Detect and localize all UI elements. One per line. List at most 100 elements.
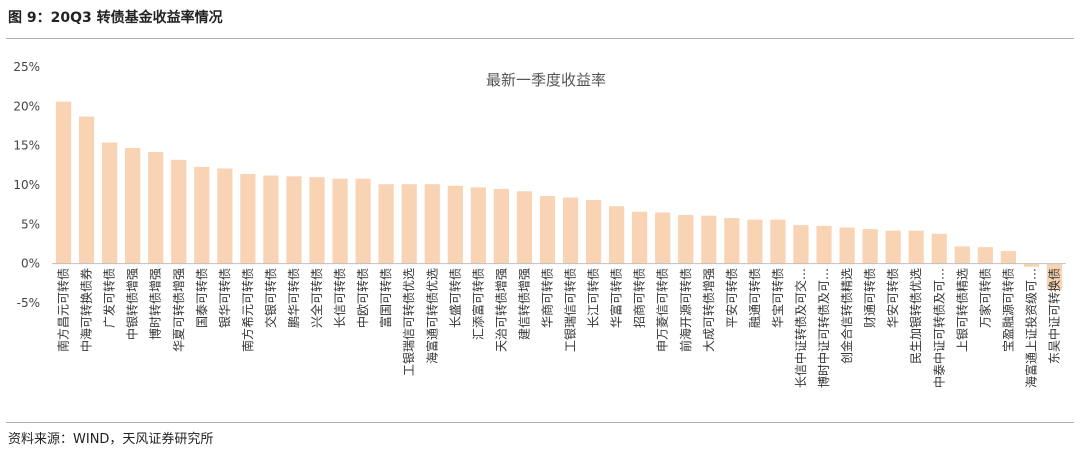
y-axis: 25% 20% 15% 10% 5% 0% -5% [13, 60, 40, 310]
bar [724, 218, 740, 264]
bar [355, 178, 371, 264]
y-tick-label: 25% [13, 60, 40, 74]
x-tick-label: 华安可转债 [885, 268, 900, 328]
bar [862, 229, 878, 264]
bar [424, 184, 440, 264]
bar [816, 225, 832, 264]
bar [977, 247, 993, 264]
bar [516, 191, 533, 264]
x-tick-label: 大成可转债增强 [701, 268, 716, 352]
x-tick-label: 财通可转债 [862, 268, 877, 328]
x-tick-label: 博时中证可转债及可… [816, 268, 831, 388]
x-tick-label: 前海开源可转债 [678, 268, 693, 352]
y-tick-label: 15% [13, 139, 40, 153]
bar [678, 214, 694, 264]
bar [78, 116, 95, 264]
x-tick-label: 广发可转债 [102, 268, 117, 328]
bar [447, 185, 463, 264]
bar [332, 178, 348, 264]
x-tick-label: 工银瑞信可转债优选 [401, 268, 416, 376]
bar [240, 173, 256, 264]
x-tick-label: 中泰中证可转债及可… [931, 268, 946, 388]
bar [1046, 263, 1063, 290]
bar [378, 184, 394, 264]
bar [263, 175, 279, 264]
x-tick-label: 长信中证转债及可交… [793, 268, 808, 388]
bar [401, 184, 417, 264]
x-tick-label: 天治可转债增强 [493, 268, 508, 352]
x-tick-label: 招商可转债 [632, 268, 647, 328]
x-tick-label: 银华可转债 [217, 268, 232, 328]
x-tick-label: 中海可转换债券 [79, 268, 94, 352]
x-tick-label: 申万菱信可转债 [655, 268, 670, 352]
x-tick-label: 博时转债增强 [148, 268, 163, 340]
bar [125, 148, 141, 264]
x-tick-label: 国泰可转债 [194, 268, 209, 328]
x-tick-label: 富国可转债 [378, 268, 393, 328]
bar [747, 219, 763, 264]
bar [954, 246, 970, 264]
y-tick-label: 5% [21, 217, 40, 231]
x-tick-label: 汇添富可转债 [470, 268, 485, 340]
x-tick-label: 平安可转债 [724, 268, 739, 328]
bar [1000, 251, 1016, 264]
x-tick-label: 华商可转债 [539, 268, 554, 328]
x-tick-label: 海富通可转债优选 [424, 268, 439, 364]
x-tick-label: 中银转债增强 [125, 268, 140, 340]
bar [931, 233, 947, 264]
bar [632, 211, 648, 264]
bar [102, 142, 118, 264]
bar [839, 227, 855, 264]
x-tick-label: 万家可转债 [977, 268, 992, 328]
bar [493, 188, 509, 264]
x-tick-label: 上银可转债精选 [954, 268, 969, 352]
x-tick-label: 鹏华可转债 [286, 268, 301, 328]
bar [148, 151, 164, 264]
bottom-divider [6, 422, 1074, 423]
bar [885, 230, 901, 264]
bar [217, 168, 233, 264]
x-tick-label: 民生加银转债优选 [908, 268, 923, 364]
bar-chart: 最新一季度收益率 25% 20% 15% 10% 5% 0% -5% 南方昌元可转债 中海可转… [13, 60, 1066, 388]
x-axis: 南方昌元可转债 中海可转换债券 广发可转债 中银转债增强 博时转债增强 华夏可转债增强 国泰… [56, 268, 1062, 388]
x-tick-label: 南方昌元可转债 [56, 268, 71, 352]
x-tick-label: 建信转债增强 [516, 268, 531, 340]
bar [562, 197, 579, 264]
x-tick-label: 长盛可转债 [447, 268, 462, 328]
x-tick-label: 华夏可转债增强 [171, 268, 186, 352]
bar [655, 212, 671, 264]
y-tick-label: 10% [13, 178, 40, 192]
y-tick-label: 0% [21, 257, 40, 271]
bar [609, 206, 625, 264]
x-tick-label: 交银可转债 [263, 268, 278, 328]
top-divider [6, 38, 1074, 39]
figure-title: 图 9：20Q3 转债基金收益率情况 [8, 10, 223, 26]
bar [286, 176, 302, 264]
bar [701, 215, 717, 264]
x-tick-label: 创金合信转债精选 [839, 268, 854, 364]
x-tick-label: 中欧可转债 [355, 268, 370, 328]
y-tick-label: 20% [13, 99, 40, 113]
bar [470, 187, 486, 264]
bar [539, 196, 556, 264]
x-tick-label: 东吴中证可转换债 [1046, 268, 1061, 364]
bars [55, 101, 1063, 290]
x-tick-label: 南方希元可转债 [240, 268, 255, 352]
x-tick-label: 长信可转债 [332, 268, 347, 328]
source-note: 资料来源：WIND，天风证券研究所 [8, 432, 214, 447]
bar [55, 101, 72, 264]
x-tick-label: 宝盈融源可转债 [1000, 268, 1015, 352]
bar [1023, 263, 1040, 267]
bar [770, 219, 786, 264]
bar [171, 159, 187, 264]
x-tick-label: 长江可转债 [586, 268, 601, 328]
chart-title: 最新一季度收益率 [486, 71, 606, 89]
bar [309, 177, 325, 264]
x-tick-label: 融通可转债 [747, 268, 762, 328]
x-tick-label: 海富通上证投资级可… [1023, 268, 1038, 388]
x-tick-label: 兴全可转债 [309, 268, 324, 328]
bar [194, 166, 210, 264]
bar [793, 225, 809, 264]
x-tick-label: 华宝可转债 [770, 268, 785, 328]
y-tick-label: -5% [17, 296, 40, 310]
